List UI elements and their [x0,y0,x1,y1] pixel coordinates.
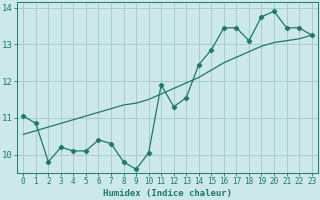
X-axis label: Humidex (Indice chaleur): Humidex (Indice chaleur) [103,189,232,198]
